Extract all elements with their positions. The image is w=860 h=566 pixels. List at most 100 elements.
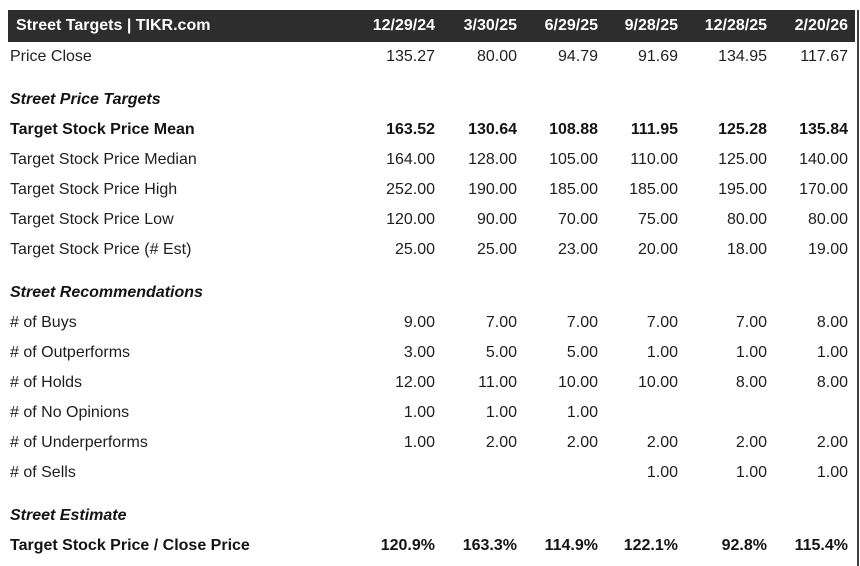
row-target-price-high: Target Stock Price High 252.00 190.00 18… — [8, 175, 855, 205]
row-label: Target Stock Price Median — [10, 151, 197, 168]
value-cell: 1.00 — [403, 434, 435, 451]
value-cell: 2.00 — [816, 434, 848, 451]
value-cell — [435, 458, 517, 488]
value-cell: 1.00 — [485, 404, 517, 421]
value-cell: 115.4% — [794, 537, 848, 554]
value-cell — [598, 398, 678, 428]
section-street-estimate: Street Estimate — [8, 501, 855, 531]
value-cell: 170.00 — [799, 181, 848, 198]
row-label: Target Stock Price High — [10, 181, 178, 198]
section-street-price-targets: Street Price Targets — [8, 85, 855, 115]
value-cell: 2.00 — [566, 434, 598, 451]
row-label: # of Holds — [10, 374, 83, 391]
value-cell: 92.8% — [721, 537, 767, 554]
row-label: Target Stock Price / Close Price — [10, 537, 250, 554]
value-cell: 7.00 — [735, 314, 767, 331]
value-cell: 122.1% — [623, 537, 678, 554]
value-cell: 12.00 — [394, 374, 435, 391]
value-cell: 7.00 — [566, 314, 598, 331]
value-cell: 190.00 — [468, 181, 517, 198]
value-cell: 2.00 — [646, 434, 678, 451]
street-targets-table: Street Targets | TIKR.com 12/29/24 3/30/… — [8, 10, 855, 561]
value-cell: 10.00 — [557, 374, 598, 391]
value-cell: 110.00 — [630, 151, 678, 168]
row-label: # of Buys — [10, 314, 77, 331]
value-cell: 185.00 — [629, 181, 678, 198]
value-cell: 134.95 — [718, 48, 767, 65]
value-cell: 111.95 — [630, 121, 678, 138]
value-cell: 18.00 — [726, 241, 767, 258]
value-cell: 5.00 — [566, 344, 598, 361]
section-street-recommendations: Street Recommendations — [8, 278, 855, 308]
value-cell: 1.00 — [646, 344, 678, 361]
value-cell: 164.00 — [386, 151, 435, 168]
value-cell: 19.00 — [807, 241, 848, 258]
value-cell — [517, 458, 598, 488]
section-label: Street Recommendations — [10, 284, 203, 301]
value-cell: 90.00 — [476, 211, 517, 228]
value-cell: 70.00 — [557, 211, 598, 228]
value-cell: 125.00 — [718, 151, 767, 168]
value-cell: 1.00 — [646, 464, 678, 481]
value-cell: 128.00 — [468, 151, 517, 168]
value-cell — [767, 398, 855, 428]
value-cell: 252.00 — [386, 181, 435, 198]
row-label: # of Outperforms — [10, 344, 131, 361]
value-cell: 8.00 — [735, 374, 767, 391]
value-cell: 7.00 — [646, 314, 678, 331]
value-cell: 1.00 — [816, 344, 848, 361]
column-header-date: 3/30/25 — [435, 10, 517, 42]
value-cell: 25.00 — [476, 241, 517, 258]
value-cell: 2.00 — [735, 434, 767, 451]
row-target-price-mean: Target Stock Price Mean 163.52 130.64 10… — [8, 115, 855, 145]
section-spacer — [8, 488, 855, 501]
value-cell: 1.00 — [735, 464, 767, 481]
value-cell: 20.00 — [637, 241, 678, 258]
section-spacer — [8, 72, 855, 85]
value-cell: 94.79 — [557, 48, 598, 65]
row-label: Price Close — [10, 48, 92, 65]
column-header-date: 2/20/26 — [767, 10, 855, 42]
value-cell: 135.84 — [799, 121, 848, 138]
column-header-date: 9/28/25 — [598, 10, 678, 42]
value-cell: 120.00 — [386, 211, 435, 228]
value-cell: 10.00 — [637, 374, 678, 391]
row-label: Target Stock Price Low — [10, 211, 174, 228]
value-cell: 80.00 — [807, 211, 848, 228]
value-cell: 5.00 — [485, 344, 517, 361]
value-cell: 8.00 — [816, 374, 848, 391]
value-cell: 1.00 — [403, 404, 435, 421]
value-cell: 25.00 — [394, 241, 435, 258]
value-cell: 3.00 — [403, 344, 435, 361]
value-cell: 7.00 — [485, 314, 517, 331]
value-cell: 135.27 — [386, 48, 435, 65]
row-label: # of Sells — [10, 464, 76, 481]
value-cell: 130.64 — [468, 121, 517, 138]
value-cell: 8.00 — [816, 314, 848, 331]
value-cell: 80.00 — [726, 211, 767, 228]
row-label: # of Underperforms — [10, 434, 148, 451]
row-target-price-num-est: Target Stock Price (# Est) 25.00 25.00 2… — [8, 235, 855, 265]
value-cell: 105.00 — [549, 151, 598, 168]
row-price-close: Price Close 135.27 80.00 94.79 91.69 134… — [8, 42, 855, 72]
value-cell: 23.00 — [557, 241, 598, 258]
table-title: Street Targets | TIKR.com — [8, 10, 353, 42]
value-cell: 75.00 — [637, 211, 678, 228]
value-cell — [678, 398, 767, 428]
row-num-sells: # of Sells 1.00 1.00 1.00 — [8, 458, 855, 488]
column-header-date: 6/29/25 — [517, 10, 598, 42]
value-cell: 9.00 — [403, 314, 435, 331]
column-header-date: 12/29/24 — [353, 10, 435, 42]
value-cell: 114.9% — [544, 537, 598, 554]
value-cell: 163.52 — [386, 121, 435, 138]
row-label: # of No Opinions — [10, 404, 130, 421]
row-target-price-low: Target Stock Price Low 120.00 90.00 70.0… — [8, 205, 855, 235]
value-cell: 1.00 — [566, 404, 598, 421]
row-target-price-close-ratio: Target Stock Price / Close Price 120.9% … — [8, 531, 855, 561]
value-cell: 163.3% — [462, 537, 517, 554]
value-cell: 125.28 — [718, 121, 767, 138]
row-num-buys: # of Buys 9.00 7.00 7.00 7.00 7.00 8.00 — [8, 308, 855, 338]
section-label: Street Price Targets — [10, 91, 161, 108]
table-right-border — [857, 10, 859, 566]
